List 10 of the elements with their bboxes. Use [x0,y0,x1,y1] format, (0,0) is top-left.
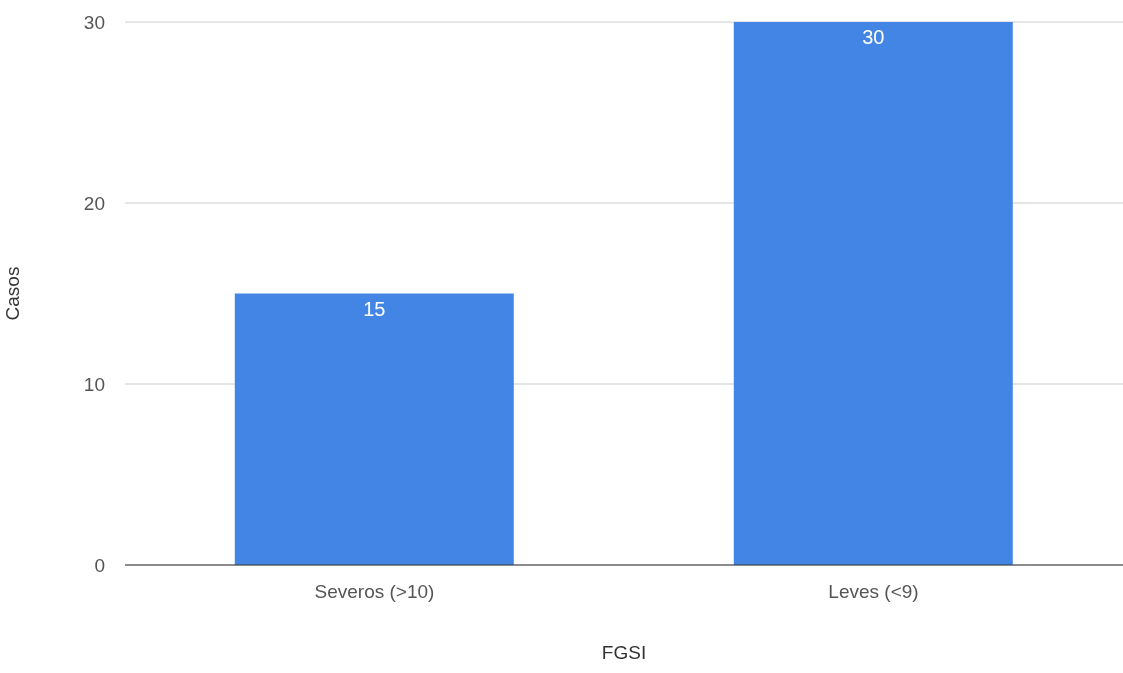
y-tick-label: 0 [94,554,105,576]
y-tick-label: 30 [83,11,105,33]
y-tick-label: 20 [83,192,105,214]
data-label: 15 [363,297,386,320]
y-axis-title: Casos [1,266,23,321]
x-tick-label: Leves (<9) [828,581,919,603]
data-label: 30 [862,26,885,49]
x-axis-title: FGSI [601,642,647,663]
x-tick-label: Severos (>10) [314,581,435,603]
y-tick-label: 10 [83,373,105,395]
